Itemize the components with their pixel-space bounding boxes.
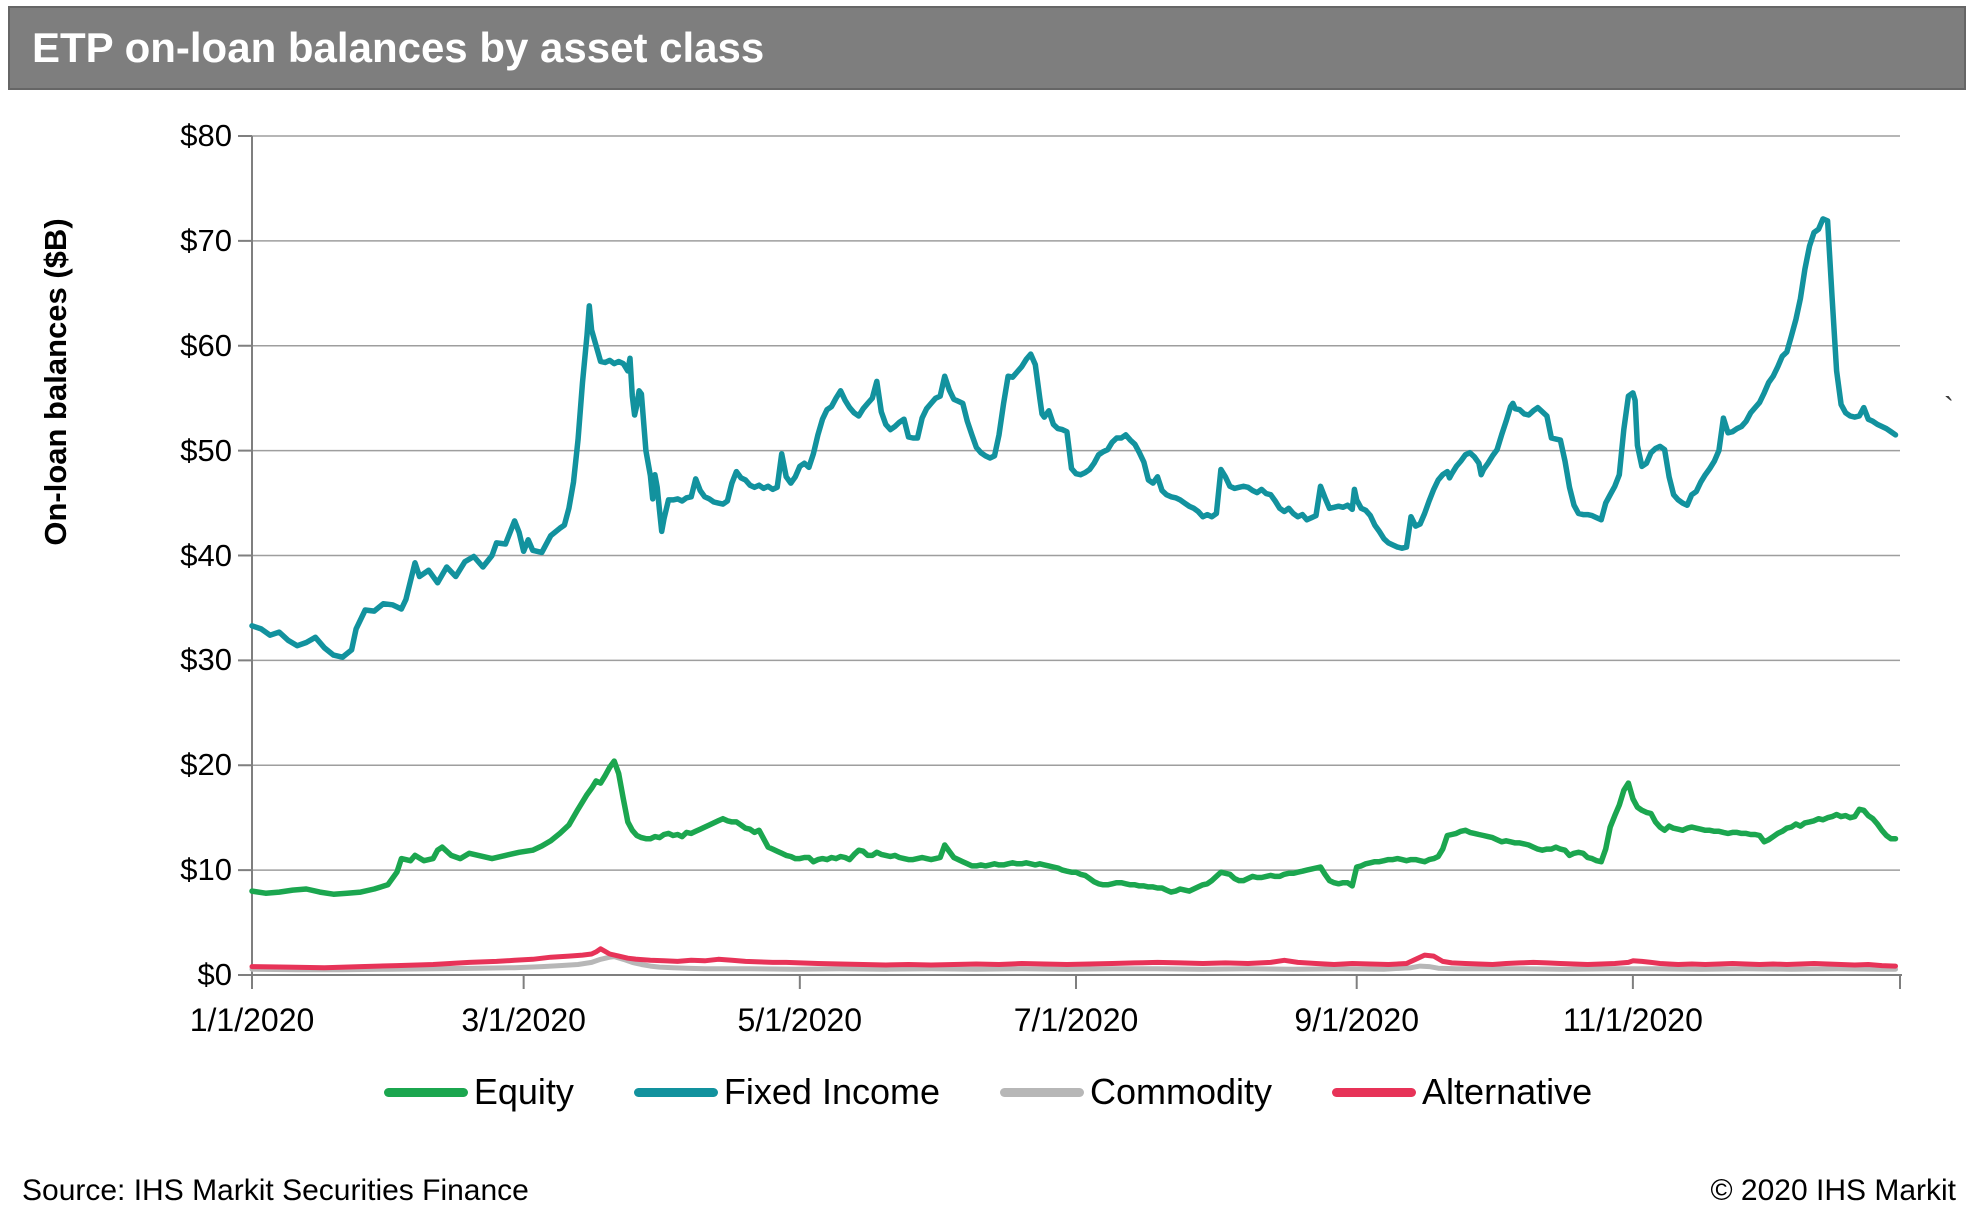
x-tick-label: 7/1/2020	[1013, 1002, 1139, 1038]
y-tick-label: $80	[180, 118, 232, 153]
legend-swatch-fixed-income	[633, 1087, 718, 1097]
source-note: Source: IHS Markit Securities Finance	[22, 1174, 529, 1207]
legend-item-fixed-income: Fixed Income	[633, 1071, 940, 1113]
x-tick-label: 11/1/2020	[1562, 1002, 1703, 1038]
y-tick-label: $0	[197, 957, 232, 992]
series-line-commodity	[249, 954, 1898, 973]
y-tick-label: $30	[180, 642, 232, 678]
legend-label-commodity: Commodity	[1090, 1071, 1273, 1112]
legend-item-equity: Equity	[383, 1071, 574, 1113]
x-tick-label: 5/1/2020	[737, 1002, 863, 1038]
y-tick-label: $10	[180, 852, 232, 888]
legend-item-commodity: Commodity	[1000, 1071, 1272, 1113]
legend-item-alternative: Alternative	[1332, 1071, 1592, 1113]
series-line-alternative	[249, 946, 1898, 971]
y-tick-label: $20	[180, 747, 232, 783]
legend-label-equity: Equity	[473, 1071, 574, 1112]
x-tick-label: 3/1/2020	[461, 1002, 586, 1038]
y-tick-label: $50	[180, 432, 232, 468]
chart-title-bar: ETP on-loan balances by asset class	[8, 6, 1966, 90]
copyright-note: © 2020 IHS Markit	[1710, 1174, 1956, 1207]
y-tick-label: $40	[180, 537, 232, 573]
legend-swatch-commodity	[1000, 1087, 1084, 1097]
y-tick-label: $60	[180, 327, 232, 363]
stray-mark: `	[1944, 392, 1954, 425]
legend-label-fixed-income: Fixed Income	[723, 1071, 940, 1112]
chart-title: ETP on-loan balances by asset class	[32, 24, 765, 71]
y-axis-title: On-loan balances ($B)	[38, 218, 73, 546]
x-tick-label: 9/1/2020	[1294, 1002, 1419, 1038]
legend-label-alternative: Alternative	[1422, 1071, 1593, 1112]
legend-swatch-equity	[383, 1087, 468, 1097]
series-line-fixed-income	[249, 216, 1899, 660]
y-tick-label: $70	[180, 222, 232, 258]
chart-legend: Equity Fixed Income Commodity Alternative	[140, 1068, 1836, 1116]
series-line-equity	[249, 758, 1899, 897]
x-tick-label: 1/1/2020	[189, 1002, 315, 1038]
legend-swatch-alternative	[1332, 1087, 1417, 1097]
